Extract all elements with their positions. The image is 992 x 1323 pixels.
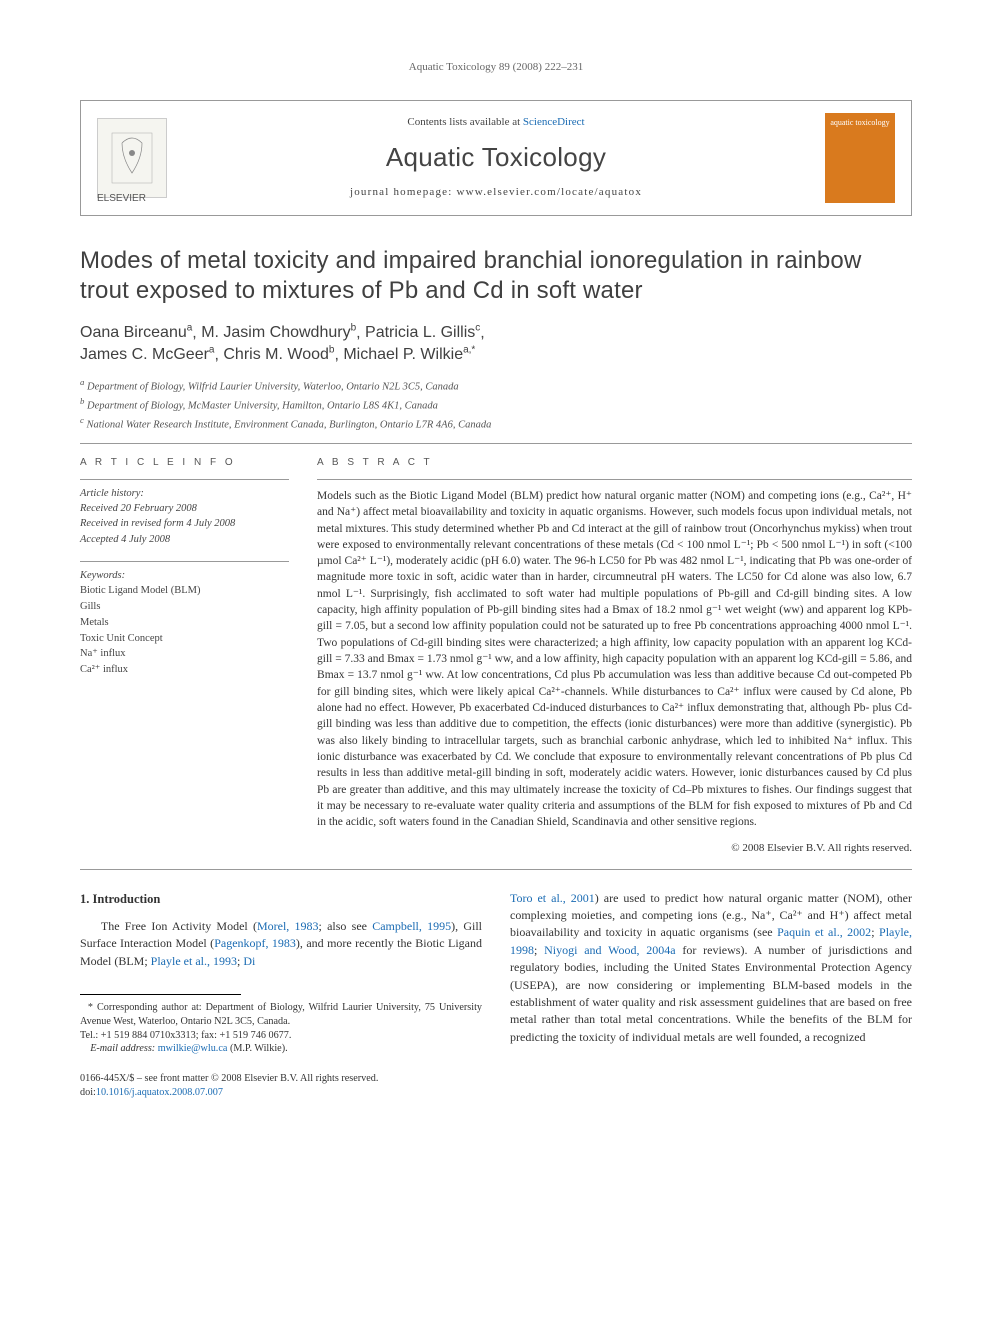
abstract-heading: A B S T R A C T bbox=[317, 456, 912, 471]
keyword: Metals bbox=[80, 615, 289, 631]
author: Oana Birceanua bbox=[80, 324, 192, 341]
divider bbox=[80, 443, 912, 444]
keyword: Na⁺ influx bbox=[80, 646, 289, 662]
keywords-label: Keywords: bbox=[80, 568, 289, 584]
affiliations: a Department of Biology, Wilfrid Laurier… bbox=[80, 376, 912, 434]
citation-link[interactable]: Campbell, 1995 bbox=[372, 919, 451, 933]
keyword: Gills bbox=[80, 599, 289, 615]
divider bbox=[80, 561, 289, 562]
citation-link[interactable]: Niyogi and Wood, 2004a bbox=[544, 943, 675, 957]
doi-line: doi:10.1016/j.aquatox.2008.07.007 bbox=[80, 1086, 912, 1100]
copyright: © 2008 Elsevier B.V. All rights reserved… bbox=[317, 841, 912, 857]
keyword: Ca²⁺ influx bbox=[80, 662, 289, 678]
citation-link[interactable]: Toro et al., 2001 bbox=[510, 891, 595, 905]
citation-link[interactable]: Morel, 1983 bbox=[257, 919, 319, 933]
corresponding-footnote: * Corresponding author at: Department of… bbox=[80, 994, 482, 1056]
footnote-email: E-mail address: mwilkie@wlu.ca (M.P. Wil… bbox=[80, 1042, 482, 1056]
keyword: Toxic Unit Concept bbox=[80, 631, 289, 647]
abstract-text: Models such as the Biotic Ligand Model (… bbox=[317, 488, 912, 831]
citation-link[interactable]: Pagenkopf, 1983 bbox=[214, 936, 296, 950]
body-paragraph: Toro et al., 2001) are used to predict h… bbox=[510, 890, 912, 1047]
body-col-right: Toro et al., 2001) are used to predict h… bbox=[510, 890, 912, 1056]
affiliation: c National Water Research Institute, Env… bbox=[80, 414, 912, 433]
journal-cover-icon: aquatic toxicology bbox=[825, 113, 895, 203]
keyword: Biotic Ligand Model (BLM) bbox=[80, 583, 289, 599]
journal-banner: ELSEVIER Contents lists available at Sci… bbox=[80, 100, 912, 216]
divider bbox=[80, 869, 912, 870]
author: M. Jasim Chowdhuryb bbox=[201, 324, 356, 341]
footnote-rule bbox=[80, 994, 241, 995]
sciencedirect-link[interactable]: ScienceDirect bbox=[523, 116, 585, 128]
history-item: Received in revised form 4 July 2008 bbox=[80, 516, 289, 531]
article-history: Article history: Received 20 February 20… bbox=[80, 486, 289, 547]
journal-homepage: journal homepage: www.elsevier.com/locat… bbox=[179, 185, 813, 201]
body-col-left: 1. Introduction The Free Ion Activity Mo… bbox=[80, 890, 482, 1056]
article-title: Modes of metal toxicity and impaired bra… bbox=[80, 246, 912, 306]
contents-prefix: Contents lists available at bbox=[407, 116, 522, 128]
author: James C. McGeera bbox=[80, 346, 214, 363]
section-heading: 1. Introduction bbox=[80, 890, 482, 908]
info-abstract-row: A R T I C L E I N F O Article history: R… bbox=[80, 456, 912, 856]
info-heading: A R T I C L E I N F O bbox=[80, 456, 289, 471]
elsevier-logo-icon bbox=[97, 118, 167, 198]
running-head: Aquatic Toxicology 89 (2008) 222–231 bbox=[80, 60, 912, 76]
abstract: A B S T R A C T Models such as the Bioti… bbox=[317, 456, 912, 856]
author: Michael P. Wilkiea,* bbox=[343, 346, 475, 363]
journal-name: Aquatic Toxicology bbox=[179, 139, 813, 177]
cover-text: aquatic toxicology bbox=[827, 117, 893, 129]
front-matter: 0166-445X/$ – see front matter © 2008 El… bbox=[80, 1072, 912, 1086]
citation-link[interactable]: Paquin et al., 2002 bbox=[777, 925, 871, 939]
body-paragraph: The Free Ion Activity Model (Morel, 1983… bbox=[80, 918, 482, 970]
author: Chris M. Woodb bbox=[223, 346, 334, 363]
divider bbox=[80, 479, 289, 480]
author: Patricia L. Gillisc bbox=[365, 324, 480, 341]
publisher-name: ELSEVIER bbox=[97, 192, 146, 207]
article-info: A R T I C L E I N F O Article history: R… bbox=[80, 456, 289, 856]
author-list: Oana Birceanua, M. Jasim Chowdhuryb, Pat… bbox=[80, 322, 912, 366]
homepage-url: www.elsevier.com/locate/aquatox bbox=[456, 186, 642, 198]
contents-available: Contents lists available at ScienceDirec… bbox=[179, 115, 813, 131]
history-item: Received 20 February 2008 bbox=[80, 501, 289, 516]
citation-link[interactable]: Playle et al., 1993 bbox=[151, 954, 237, 968]
footnote-text: * Corresponding author at: Department of… bbox=[80, 1001, 482, 1042]
homepage-prefix: journal homepage: bbox=[350, 186, 457, 198]
citation-link[interactable]: Di bbox=[243, 954, 255, 968]
affiliation: a Department of Biology, Wilfrid Laurier… bbox=[80, 376, 912, 395]
divider bbox=[317, 479, 912, 480]
keywords: Keywords: Biotic Ligand Model (BLM) Gill… bbox=[80, 568, 289, 678]
affiliation: b Department of Biology, McMaster Univer… bbox=[80, 395, 912, 414]
doi-link[interactable]: 10.1016/j.aquatox.2008.07.007 bbox=[96, 1087, 223, 1098]
body-columns: 1. Introduction The Free Ion Activity Mo… bbox=[80, 890, 912, 1056]
history-label: Article history: bbox=[80, 486, 289, 501]
banner-center: Contents lists available at ScienceDirec… bbox=[167, 115, 825, 201]
history-item: Accepted 4 July 2008 bbox=[80, 532, 289, 547]
email-link[interactable]: mwilkie@wlu.ca bbox=[158, 1043, 228, 1054]
footer: 0166-445X/$ – see front matter © 2008 El… bbox=[80, 1072, 912, 1100]
article-page: Aquatic Toxicology 89 (2008) 222–231 ELS… bbox=[0, 0, 992, 1140]
